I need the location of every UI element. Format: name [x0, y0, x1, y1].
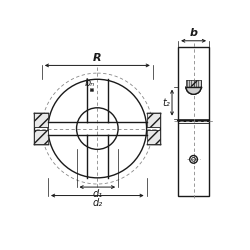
Bar: [34, 113, 48, 127]
Text: d₂: d₂: [92, 198, 102, 208]
Bar: [146, 130, 160, 144]
Wedge shape: [186, 86, 201, 94]
Text: t₂: t₂: [162, 98, 170, 108]
Text: bₙ: bₙ: [84, 78, 95, 88]
Bar: [178, 47, 209, 196]
FancyBboxPatch shape: [186, 80, 201, 86]
Bar: [146, 113, 160, 127]
Bar: [34, 130, 48, 144]
Text: d₁: d₁: [92, 190, 102, 200]
Text: R: R: [93, 53, 102, 63]
Text: b: b: [190, 28, 198, 38]
